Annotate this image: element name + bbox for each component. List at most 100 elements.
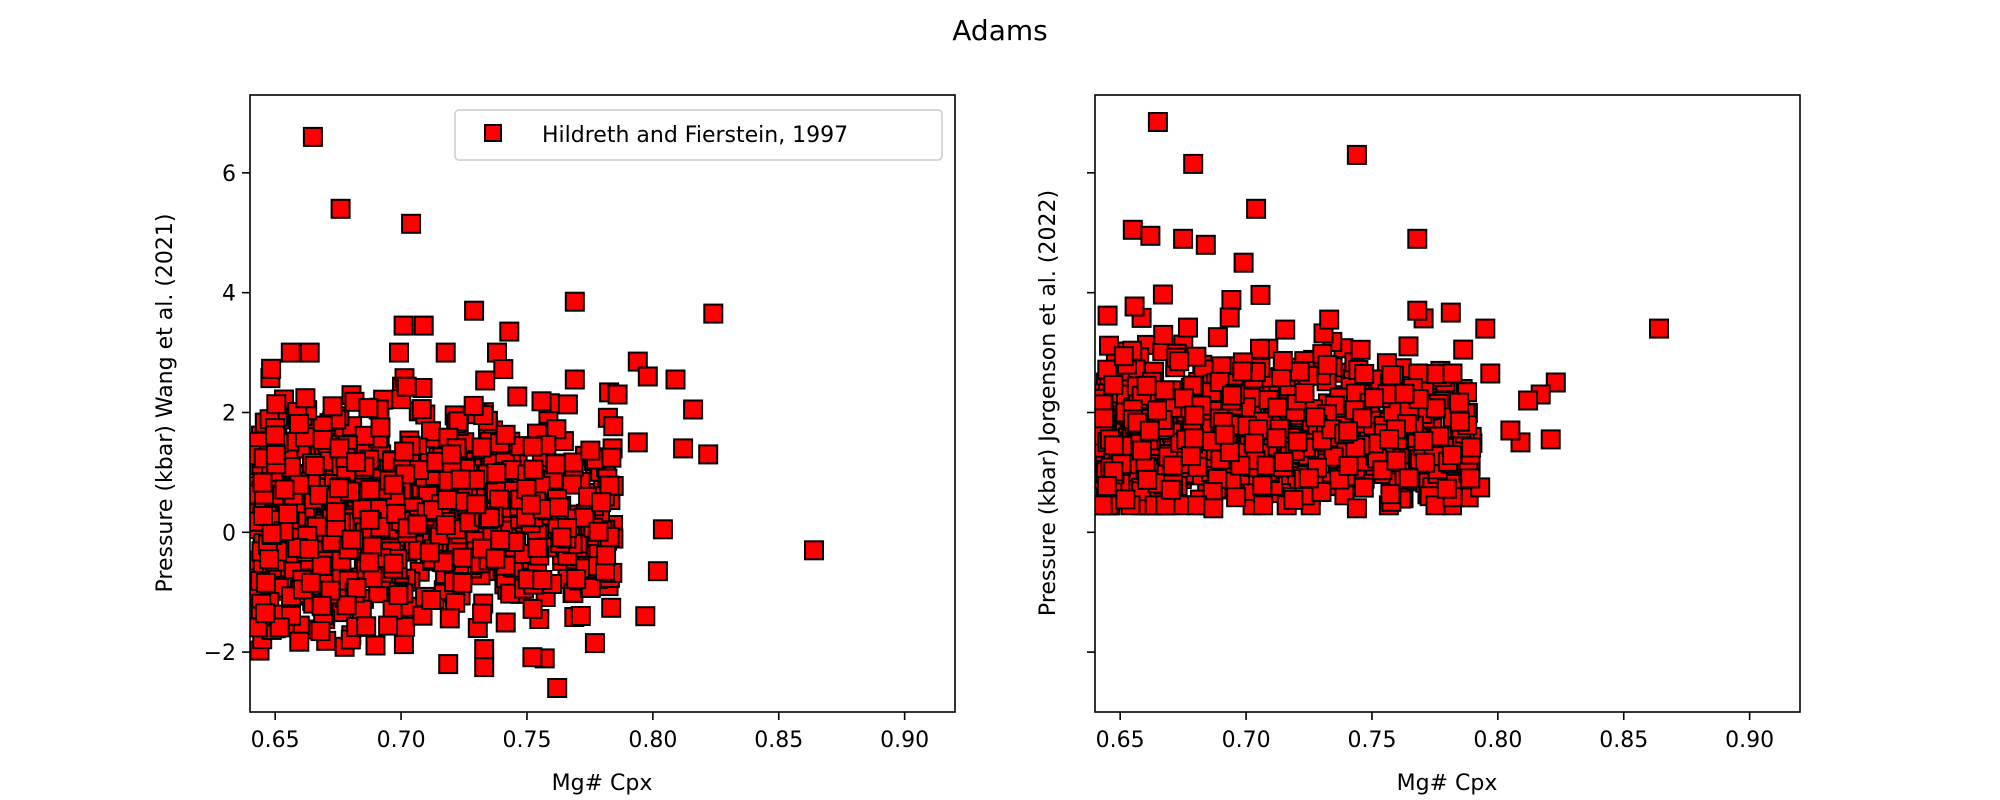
y-tick-label: −2 xyxy=(204,641,236,666)
scatter-point xyxy=(1407,300,1428,321)
scatter-point xyxy=(325,502,346,523)
scatter-point xyxy=(570,606,591,626)
scatter-point xyxy=(603,416,624,437)
scatter-point xyxy=(545,454,566,475)
scatter-point xyxy=(1649,318,1669,339)
scatter-point xyxy=(1380,484,1401,505)
scatter-point xyxy=(265,425,286,446)
scatter-point xyxy=(1203,498,1224,519)
figure-title: Adams xyxy=(952,14,1047,47)
scatter-point xyxy=(1115,489,1136,510)
scatter-point xyxy=(259,549,280,570)
x-tick-label: 0.70 xyxy=(1222,728,1271,753)
scatter-point xyxy=(309,484,330,505)
scatter-point xyxy=(346,452,367,473)
scatter-point xyxy=(396,376,417,397)
scatter-point xyxy=(1413,430,1434,451)
scatter-point xyxy=(341,529,362,550)
scatter-point xyxy=(299,342,320,363)
scatter-point xyxy=(1305,407,1326,428)
scatter-point xyxy=(1394,383,1415,404)
scatter-point xyxy=(1232,361,1253,382)
scatter-point xyxy=(1244,433,1265,454)
legend-entry-label: Hildreth and Fierstein, 1997 xyxy=(542,123,848,148)
scatter-point xyxy=(1140,225,1161,246)
scatter-point xyxy=(435,342,456,363)
scatter-point xyxy=(1398,468,1419,489)
scatter-point xyxy=(419,542,440,563)
scatter-point xyxy=(471,437,492,458)
scatter-point xyxy=(551,527,572,548)
scatter-point xyxy=(312,429,333,450)
scatter-point xyxy=(1475,318,1496,339)
right-x-axis-label: Mg# Cpx xyxy=(1397,771,1498,796)
scatter-point xyxy=(421,590,442,610)
scatter-point xyxy=(1381,365,1402,386)
scatter-point xyxy=(522,647,543,668)
scatter-point xyxy=(566,569,587,589)
scatter-point xyxy=(435,515,456,535)
scatter-point xyxy=(289,631,310,652)
scatter-point xyxy=(437,490,458,510)
scatter-point xyxy=(389,342,409,363)
scatter-point xyxy=(580,440,601,461)
scatter-point xyxy=(330,198,351,219)
scatter-point xyxy=(1178,317,1198,338)
scatter-point xyxy=(637,366,658,387)
scatter-point xyxy=(1160,479,1181,500)
scatter-point xyxy=(591,492,612,513)
scatter-point xyxy=(499,321,520,342)
scatter-point xyxy=(489,489,510,510)
scatter-point xyxy=(1449,392,1470,413)
scatter-point xyxy=(1195,234,1216,255)
scatter-point xyxy=(393,634,414,655)
scatter-point xyxy=(1153,324,1174,345)
scatter-point xyxy=(495,424,516,445)
legend-marker xyxy=(484,124,502,142)
scatter-point xyxy=(439,608,460,629)
scatter-point xyxy=(557,394,578,415)
scatter-point xyxy=(280,342,301,363)
scatter-point xyxy=(1136,375,1157,396)
x-tick-label: 0.90 xyxy=(880,728,929,753)
y-tick-label: 4 xyxy=(222,282,236,307)
scatter-point xyxy=(255,603,276,624)
scatter-point xyxy=(1137,469,1158,490)
scatter-point xyxy=(1147,400,1167,421)
legend: Hildreth and Fierstein, 1997 xyxy=(454,109,943,161)
scatter-point xyxy=(310,621,331,642)
scatter-point xyxy=(627,432,648,453)
scatter-point xyxy=(450,469,471,490)
scatter-point xyxy=(520,494,541,515)
right-y-ticks xyxy=(1087,172,1095,653)
y-tick-label: 0 xyxy=(222,521,236,546)
scatter-point xyxy=(584,633,605,654)
scatter-point xyxy=(487,342,507,363)
scatter-point xyxy=(383,474,404,495)
scatter-point xyxy=(370,417,391,438)
scatter-point xyxy=(601,597,622,618)
x-tick-label: 0.70 xyxy=(377,728,426,753)
scatter-point xyxy=(1545,372,1566,393)
scatter-point xyxy=(1540,429,1561,450)
scatter-point xyxy=(401,213,422,234)
x-tick-label: 0.90 xyxy=(1725,728,1774,753)
scatter-point xyxy=(302,126,323,147)
scatter-point xyxy=(549,497,569,518)
scatter-point xyxy=(1173,228,1194,249)
scatter-point xyxy=(274,479,295,500)
left-scatter-points xyxy=(250,126,824,698)
right-scatter-points xyxy=(1095,112,1669,519)
scatter-point xyxy=(1338,421,1359,442)
scatter-point xyxy=(336,595,357,616)
scatter-point xyxy=(295,388,316,409)
scatter-point xyxy=(311,595,332,616)
scatter-point xyxy=(1221,385,1242,406)
scatter-point xyxy=(265,444,286,465)
scatter-point xyxy=(474,657,495,678)
scatter-point xyxy=(1275,319,1296,340)
scatter-point xyxy=(1415,452,1436,473)
scatter-point xyxy=(1219,442,1240,463)
scatter-point xyxy=(278,504,298,524)
scatter-point xyxy=(328,478,349,499)
